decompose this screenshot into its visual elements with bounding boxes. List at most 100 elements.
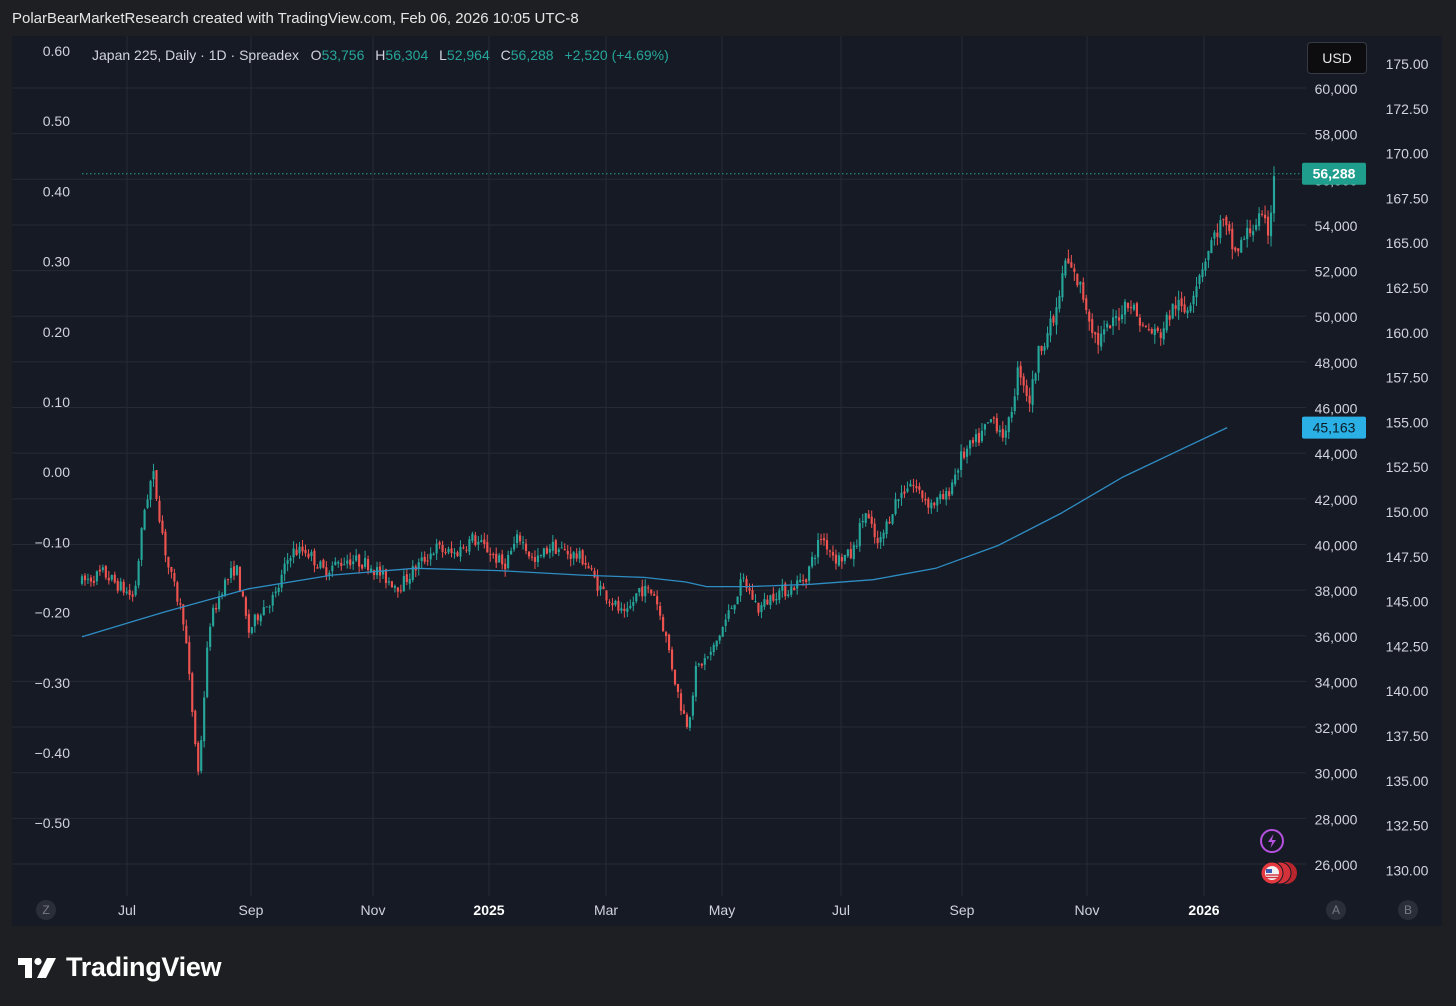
candle-body — [915, 486, 918, 489]
candle-body — [107, 577, 110, 581]
candle-body — [542, 548, 545, 557]
candle-body — [965, 448, 969, 457]
candle-body — [879, 537, 882, 543]
auto-scale-button[interactable]: A — [1326, 900, 1346, 920]
candle-body — [736, 596, 739, 605]
candle-body — [670, 649, 674, 670]
candle-body — [882, 532, 885, 539]
candle-body — [834, 554, 838, 564]
candle-body — [438, 542, 441, 545]
candle-body — [614, 600, 617, 605]
candle-body — [167, 556, 170, 568]
candle-body — [742, 577, 745, 579]
candle-body — [265, 606, 268, 608]
candle-body — [465, 549, 468, 551]
candle-body — [849, 549, 852, 559]
candle-body — [1153, 328, 1156, 336]
candle-body — [825, 540, 829, 550]
candle-body — [134, 585, 137, 596]
candle-body — [384, 569, 388, 584]
price-axis-label: 50,000 — [1315, 309, 1358, 325]
candle-body — [900, 492, 903, 499]
candle-body — [128, 590, 131, 596]
candle-body — [256, 614, 259, 621]
candle-body — [1156, 327, 1159, 331]
zoom-reset-button[interactable]: Z — [36, 900, 56, 920]
candle-body — [453, 552, 456, 554]
candle-body — [521, 542, 525, 544]
tradingview-wordmark: TradingView — [66, 952, 222, 982]
candle-body — [650, 589, 653, 594]
chart-canvas[interactable]: 60,00058,00056,00054,00052,00050,00048,0… — [12, 36, 1442, 926]
candle-body — [1144, 325, 1147, 327]
candle-body — [1001, 428, 1004, 438]
candle-body — [331, 565, 334, 572]
candle-body — [1234, 247, 1237, 251]
candle-body — [784, 583, 787, 597]
candle-body — [408, 578, 411, 584]
candle-body — [909, 483, 912, 487]
candle-body — [760, 605, 763, 613]
candle-body — [86, 578, 90, 580]
candle-body — [298, 546, 301, 554]
candle-body — [1207, 250, 1210, 261]
candle-body — [402, 575, 405, 592]
candle-body — [775, 599, 778, 601]
currency-button[interactable]: USD — [1307, 42, 1367, 74]
high-label: H — [375, 47, 386, 63]
tradingview-logo[interactable]: TradingView — [16, 952, 222, 983]
candle-body — [1064, 260, 1067, 276]
candle-body — [280, 574, 283, 588]
x-axis-label: 2026 — [1188, 902, 1219, 918]
candle-body — [271, 594, 274, 606]
candle-body — [998, 430, 1001, 433]
candle-body — [1219, 220, 1222, 238]
candle-body — [626, 608, 629, 612]
candle-body — [390, 581, 393, 588]
candle-body — [569, 553, 572, 559]
candle-body — [864, 513, 867, 523]
left-axis-label: 0.30 — [43, 254, 70, 270]
candle-body — [1159, 332, 1162, 339]
candle-body — [1216, 232, 1219, 237]
price-axis-label: 52,000 — [1315, 264, 1358, 280]
candle-body — [533, 557, 537, 562]
candle-body — [989, 419, 992, 423]
candle-body — [411, 566, 414, 580]
candle-body — [635, 593, 638, 602]
candle-body — [355, 555, 358, 561]
candle-body — [423, 556, 426, 562]
candle-body — [709, 651, 712, 655]
price-axis-label: 60,000 — [1315, 81, 1358, 97]
candle-body — [1147, 329, 1150, 331]
symbol-label[interactable]: Japan 225, Daily · 1D · Spreadex — [92, 47, 299, 63]
price-axis-label: 42,000 — [1315, 492, 1358, 508]
moving-average-line — [81, 427, 1228, 638]
ohlc-legend: Japan 225, Daily · 1D · Spreadex O53,756… — [92, 47, 676, 63]
candle-body — [1091, 319, 1094, 333]
candle-body — [1103, 329, 1106, 335]
chart-panel[interactable]: 60,00058,00056,00054,00052,00050,00048,0… — [12, 36, 1442, 926]
candle-body — [1049, 318, 1052, 336]
candle-body — [513, 543, 516, 550]
lightning-event-icon[interactable] — [1257, 826, 1287, 856]
candle-body — [483, 539, 486, 545]
candle-body — [381, 570, 385, 575]
candle-body — [793, 587, 796, 591]
candle-body — [554, 540, 557, 554]
scale-mode-button[interactable]: B — [1398, 900, 1418, 920]
price-axis-label: 28,000 — [1315, 811, 1358, 827]
candle-body — [647, 587, 650, 589]
candle-body — [754, 601, 757, 603]
candle-body — [927, 498, 930, 508]
change-value: +2,520 (+4.69%) — [564, 47, 669, 63]
candle-body — [644, 585, 647, 597]
open-label: O — [310, 47, 322, 63]
candle-body — [1126, 302, 1130, 309]
candle-body — [1210, 240, 1213, 254]
candle-body — [1070, 262, 1073, 268]
candle-body — [283, 563, 286, 574]
us-economic-event-icon[interactable] — [1256, 858, 1306, 888]
candle-body — [1079, 281, 1082, 285]
left-axis-label: −0.30 — [35, 675, 71, 691]
